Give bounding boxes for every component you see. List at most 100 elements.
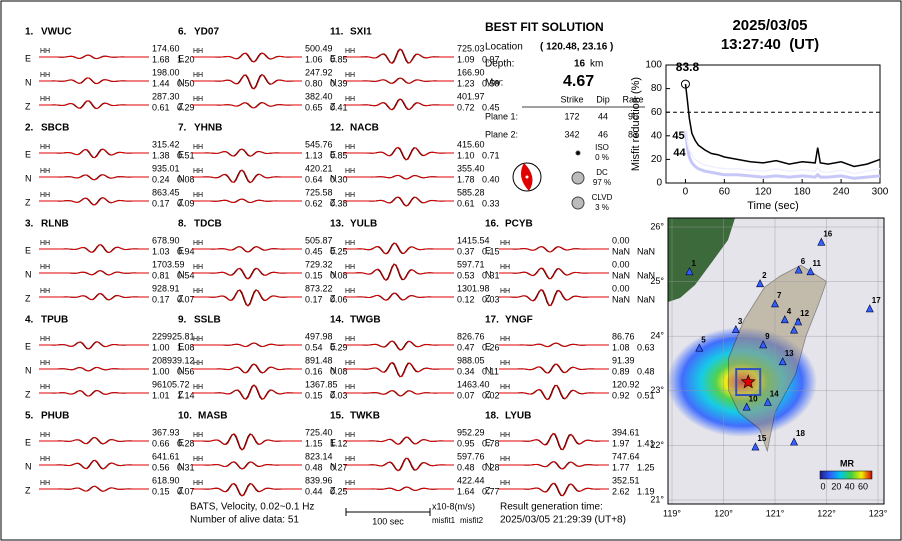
misfit2: 0.63 [637, 342, 655, 352]
misfit2: 0.38 [330, 198, 348, 208]
amplitude: 287.30 [152, 91, 180, 101]
waveform [499, 246, 609, 253]
misfit2: 0.26 [482, 342, 500, 352]
station-marker [759, 340, 768, 349]
channel: HH [345, 336, 355, 343]
station-index: 17. [485, 315, 499, 326]
waveform [192, 384, 302, 401]
station-marker [756, 279, 765, 288]
mw-label: Mw: [485, 78, 503, 89]
station-name: SSLB [194, 315, 221, 326]
misfit1: 1.38 [152, 150, 170, 160]
channel: HH [345, 72, 355, 79]
misfit2: 0.07 [177, 294, 195, 304]
misfit2: 0.28 [482, 462, 500, 472]
channel: HH [40, 480, 50, 487]
waveform [39, 366, 149, 372]
component: Z [485, 293, 491, 303]
component: N [178, 77, 185, 87]
misfit1: 0.15 [305, 270, 323, 280]
amplitude: 839.96 [305, 475, 333, 485]
station-marker [806, 267, 815, 276]
result-label: Result generation time: [500, 502, 603, 513]
misfit1: 1.44 [152, 78, 170, 88]
amplitude: 618.90 [152, 475, 180, 485]
component: E [178, 149, 184, 159]
location-label: Location [485, 42, 523, 53]
waveform [192, 461, 302, 470]
station-index: 4. [25, 315, 34, 326]
component-icon [571, 196, 585, 210]
misfit1: 1.77 [612, 462, 630, 472]
amplitude: 96105.72 [152, 379, 190, 389]
misfit1: 1.15 [305, 438, 323, 448]
component: Z [25, 293, 31, 303]
misfit2: 0.25 [330, 486, 348, 496]
misfit2: 0.08 [177, 174, 195, 184]
amplitude: 935.01 [152, 163, 180, 173]
misfit2: 0.71 [482, 150, 500, 160]
station-index: 12. [330, 123, 344, 134]
station-label: 3 [738, 317, 743, 326]
component: Z [178, 101, 184, 111]
component-name: DC [596, 168, 608, 177]
x-axis-label: Time (sec) [747, 200, 799, 212]
amplitude: 725.03 [457, 43, 485, 53]
component: E [330, 341, 336, 351]
misfit2: 0.06 [330, 294, 348, 304]
component: Z [25, 197, 31, 207]
component: E [330, 53, 336, 63]
peak-label: 83.8 [676, 60, 700, 74]
component: Z [178, 389, 184, 399]
component: N [330, 173, 337, 183]
waveform [39, 341, 149, 350]
misfit-curve [684, 129, 881, 175]
plane-value: 46 [598, 129, 608, 139]
component: Z [178, 197, 184, 207]
channel: HH [40, 288, 50, 295]
channel: HH [40, 144, 50, 151]
station-index: 11. [330, 27, 344, 38]
channel: HH [500, 240, 510, 247]
component: N [330, 77, 337, 87]
station-name: TWKB [350, 411, 380, 422]
component: E [178, 53, 184, 63]
waveform [192, 482, 302, 497]
amplitude: 401.97 [457, 91, 485, 101]
misfit2: 0.31 [177, 462, 195, 472]
amplitude: 545.76 [305, 139, 333, 149]
x-tick-label: 180 [794, 187, 811, 198]
station-marker [794, 317, 803, 326]
x-tick-label: 0 [683, 187, 689, 198]
plane-value: 172 [564, 111, 579, 121]
component-name: ISO [595, 143, 609, 152]
station-index: 18. [485, 411, 499, 422]
lat-label: 24° [650, 331, 664, 341]
component: N [330, 365, 337, 375]
misfit1: 1.97 [612, 438, 630, 448]
component: N [485, 365, 492, 375]
misfit1: 0.07 [457, 390, 475, 400]
misfit2: 0.40 [482, 174, 500, 184]
waveform [344, 486, 454, 492]
station-marker [695, 343, 704, 352]
component: E [330, 245, 336, 255]
station-index: 14. [330, 315, 344, 326]
station-name: NACB [350, 123, 379, 134]
channel: HH [193, 384, 203, 391]
amplitude: 198.00 [152, 67, 180, 77]
misfit1: 0.53 [457, 270, 475, 280]
station-index: 9. [178, 315, 187, 326]
misfit1: 0.48 [305, 462, 323, 472]
waveform [39, 244, 149, 254]
misfit2: 1.20 [177, 54, 195, 64]
component: N [25, 269, 32, 279]
station-marker [778, 357, 787, 366]
component: Z [330, 197, 336, 207]
misfit2: 0.03 [482, 294, 500, 304]
misfit1: 0.95 [457, 438, 475, 448]
channel: HH [193, 336, 203, 343]
waveform [499, 289, 609, 307]
amplitude: 678.90 [152, 235, 180, 245]
